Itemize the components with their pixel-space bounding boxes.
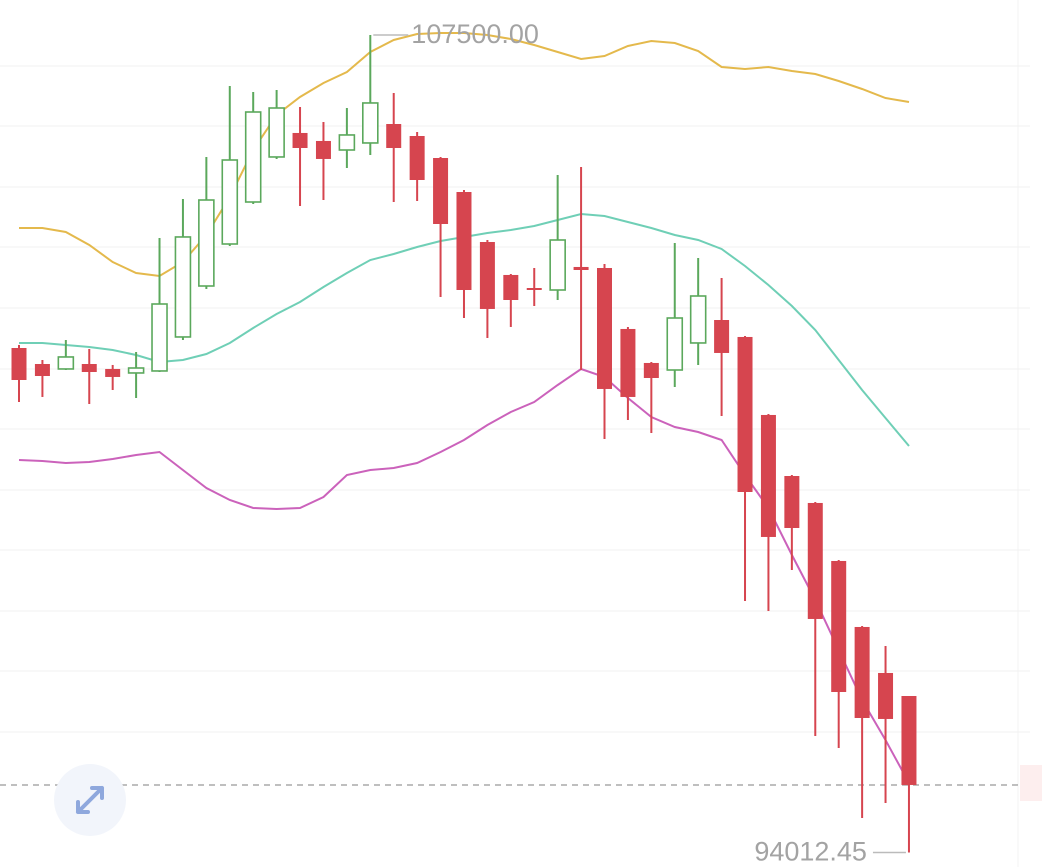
candle — [597, 264, 612, 439]
candle — [34, 360, 50, 397]
candle — [526, 268, 542, 306]
candle-body — [244, 111, 262, 203]
candle-body — [807, 502, 823, 619]
candle-body — [315, 140, 331, 159]
candle — [105, 364, 121, 390]
candle-body — [854, 626, 870, 718]
candle-body — [901, 696, 917, 785]
candle — [689, 258, 707, 365]
candle-body — [198, 199, 215, 287]
price-tag — [1020, 765, 1042, 801]
candle-body — [784, 476, 800, 528]
candle-body — [11, 348, 27, 380]
candle — [386, 92, 402, 202]
candle-body — [34, 364, 50, 376]
candle — [737, 336, 753, 601]
candle — [456, 190, 472, 318]
candle-body — [689, 295, 707, 344]
candle — [807, 502, 823, 736]
candle-body — [666, 317, 684, 371]
candle — [361, 35, 379, 155]
candle-body — [456, 192, 472, 290]
candle-body — [760, 414, 776, 537]
candle-body — [549, 239, 566, 291]
candle — [643, 362, 659, 433]
candle — [409, 132, 425, 201]
candle-body — [292, 132, 308, 148]
candle-body — [597, 268, 612, 389]
expand-icon[interactable] — [76, 786, 104, 814]
low-label: 94012.45 — [754, 837, 867, 867]
candle — [174, 198, 192, 340]
candle-body — [57, 356, 75, 370]
candle — [151, 238, 168, 372]
candle-body — [878, 672, 894, 719]
candle-body — [503, 274, 519, 300]
candle-body — [643, 362, 659, 378]
candle — [901, 696, 917, 853]
candle-body — [338, 134, 356, 151]
candle-body — [479, 242, 495, 309]
candle — [11, 344, 27, 402]
candle — [315, 122, 331, 200]
candle — [292, 106, 308, 206]
candle-body — [127, 367, 145, 374]
candle — [338, 108, 356, 168]
candle-body — [221, 159, 239, 245]
candle — [666, 242, 684, 387]
candle — [878, 646, 894, 803]
candle-body — [268, 107, 285, 158]
candle — [714, 278, 730, 416]
candle — [854, 626, 870, 818]
candle — [221, 86, 239, 246]
candle-body — [526, 288, 542, 290]
candle-body — [105, 368, 121, 377]
candle-body — [361, 102, 379, 144]
candle — [57, 340, 75, 370]
candle-body — [409, 136, 425, 180]
candle — [549, 174, 566, 300]
candle-body — [831, 560, 847, 692]
band-line — [19, 32, 910, 278]
band-line — [18, 367, 910, 784]
expand-button[interactable] — [54, 764, 126, 836]
candle — [268, 90, 285, 159]
candle — [831, 560, 847, 748]
candle — [81, 348, 97, 404]
candle — [503, 274, 519, 327]
candle — [573, 166, 589, 370]
candle — [433, 156, 449, 297]
candle — [620, 326, 636, 420]
candle-body — [573, 266, 589, 270]
candle — [198, 156, 215, 289]
candle-body — [433, 158, 449, 224]
candle — [479, 240, 495, 338]
candle — [784, 474, 800, 570]
high-label: 107500.00 — [411, 19, 539, 49]
candle-body — [386, 124, 402, 148]
candle — [127, 352, 145, 398]
candle-body — [174, 236, 192, 338]
candle-body — [737, 336, 753, 492]
candle — [760, 414, 776, 611]
candle-body — [620, 328, 636, 397]
candle-body — [81, 364, 97, 372]
candle-body — [151, 303, 168, 372]
candle-body — [714, 320, 730, 353]
candle — [244, 92, 262, 204]
